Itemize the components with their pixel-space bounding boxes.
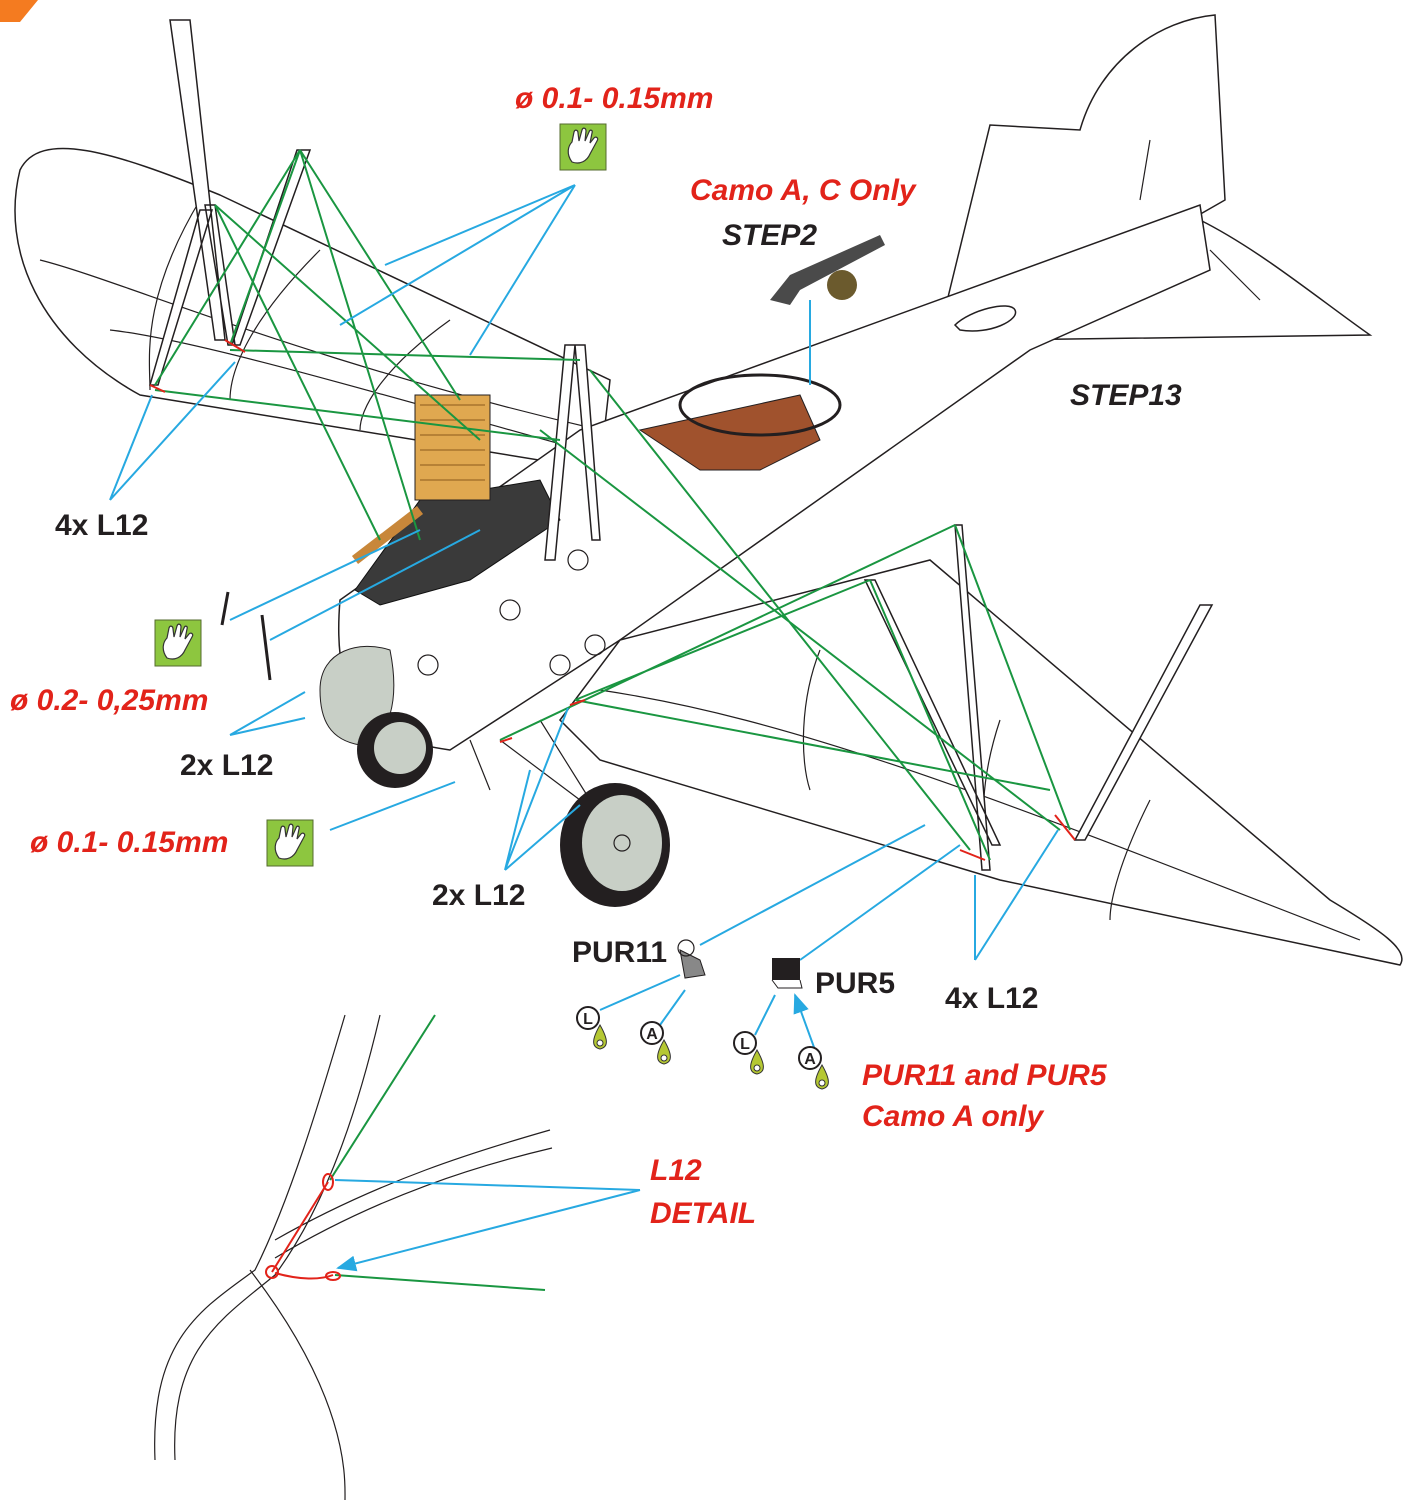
detail-title: DETAIL	[650, 1197, 756, 1230]
camo-note: Camo A, C Only	[690, 174, 917, 207]
hand-icon	[559, 123, 607, 171]
part-label: 4x L12	[945, 982, 1038, 1015]
fuselage	[319, 203, 1211, 751]
camo-note: PUR11 and PUR5	[862, 1059, 1108, 1092]
pointer-arrows	[109, 184, 1059, 1051]
paint-codes: L A L A	[576, 1006, 829, 1090]
hand-icon	[266, 819, 314, 867]
landing-gear	[357, 712, 670, 907]
part-label: PUR11	[572, 936, 667, 969]
part-label: 4x L12	[55, 509, 148, 542]
paint-code: A	[804, 1051, 816, 1068]
thread-spec: ø 0.1- 0.15mm	[515, 82, 713, 115]
detail-inset	[154, 1014, 641, 1501]
detail-title: L12	[650, 1154, 702, 1187]
part-label: 2x L12	[180, 749, 273, 782]
step-badge	[0, 0, 38, 22]
camo-note: Camo A only	[862, 1100, 1044, 1133]
parts	[677, 235, 885, 989]
part-label: PUR5	[815, 967, 895, 1000]
step-ref: STEP13	[1070, 379, 1182, 412]
part-label: 2x L12	[432, 879, 525, 912]
rigging-wires	[149, 149, 1076, 861]
thread-spec: ø 0.1- 0.15mm	[30, 826, 228, 859]
wire-pieces	[220, 591, 272, 681]
hand-icon	[154, 619, 202, 667]
paint-code: L	[583, 1011, 593, 1028]
upper-wing	[14, 147, 611, 471]
paint-code: A	[646, 1026, 658, 1043]
paint-code: L	[740, 1036, 750, 1053]
thread-spec: ø 0.2- 0,25mm	[10, 684, 208, 717]
step-ref: STEP2	[722, 219, 817, 252]
